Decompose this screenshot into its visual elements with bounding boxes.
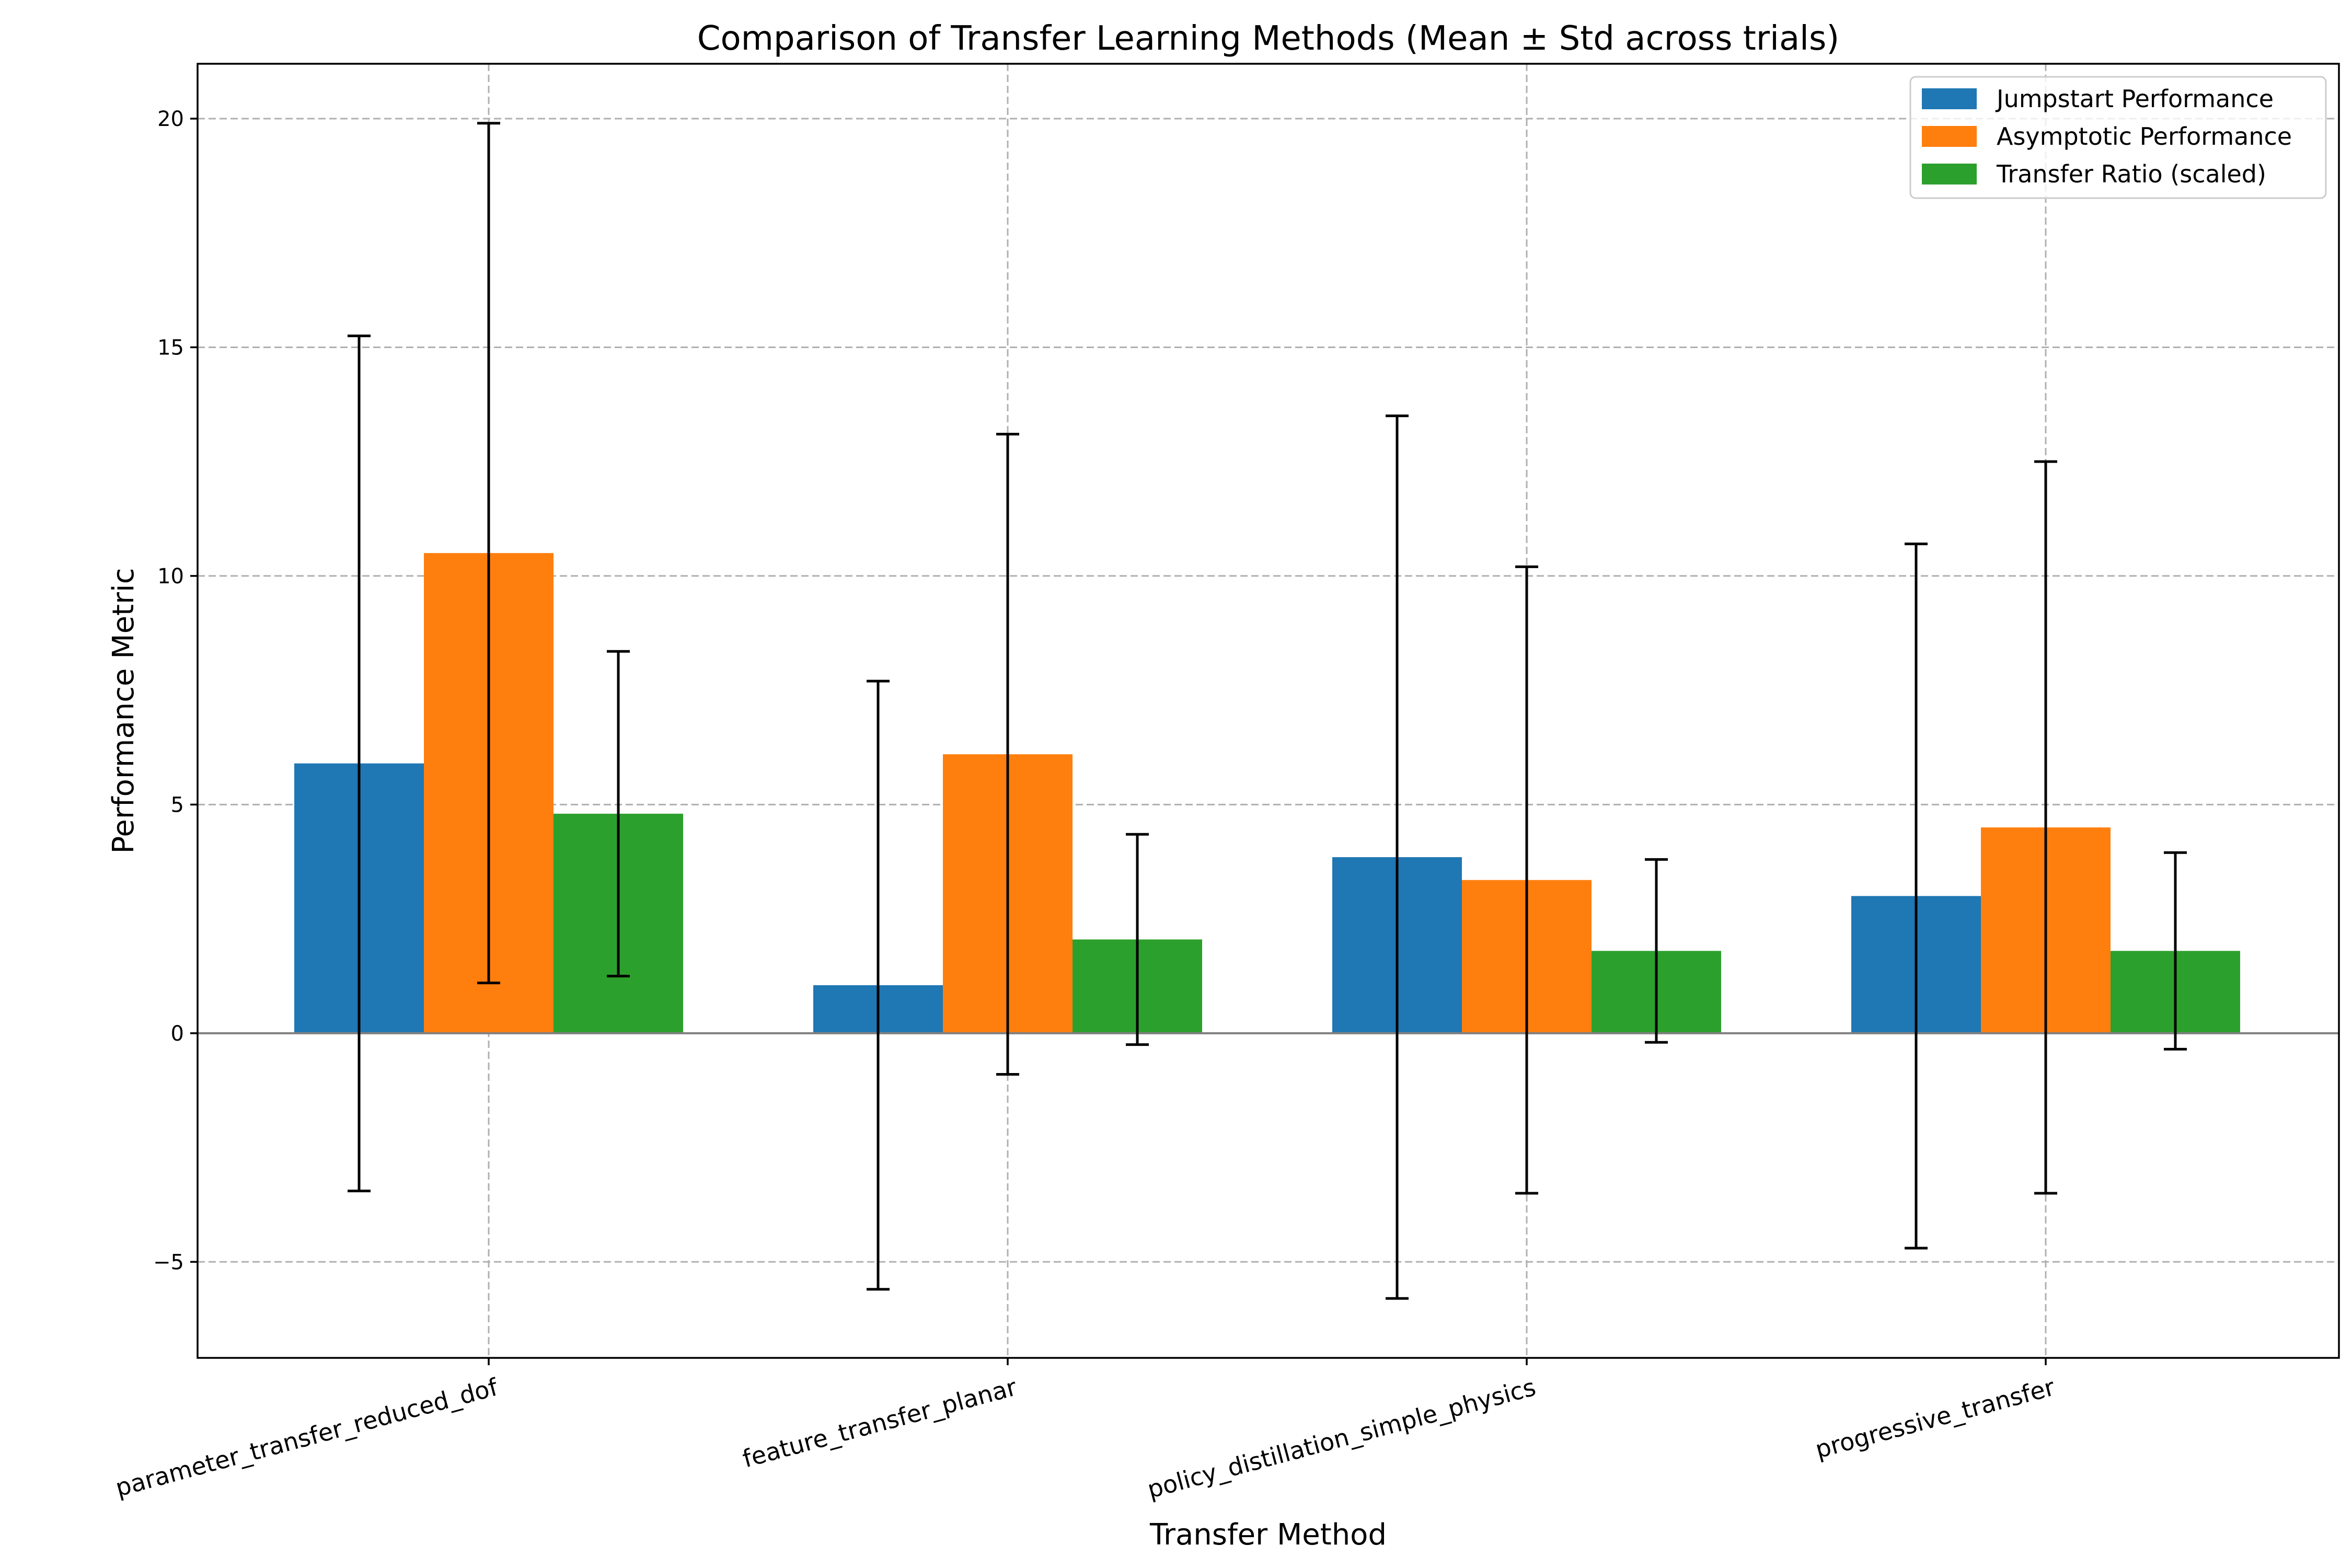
legend-entry: Transfer Ratio (scaled) bbox=[1996, 160, 2266, 188]
legend-swatch bbox=[1922, 126, 1977, 147]
bars bbox=[198, 553, 2339, 1034]
y-tick-label: 10 bbox=[157, 564, 184, 589]
y-tick-label: 0 bbox=[171, 1022, 184, 1046]
plot-area-frame bbox=[197, 63, 2340, 1359]
legend-swatch bbox=[1922, 164, 1977, 185]
y-axis-label: Performance Metric bbox=[107, 568, 141, 854]
chart-title: Comparison of Transfer Learning Methods … bbox=[697, 19, 1840, 58]
y-tick-label: 15 bbox=[157, 336, 184, 360]
legend: Jumpstart Performance Asymptotic Performa… bbox=[1909, 76, 2327, 199]
x-tick-label: feature_transfer_planar bbox=[740, 1373, 1020, 1473]
legend-swatch bbox=[1922, 88, 1977, 109]
y-tick-label: 5 bbox=[171, 793, 184, 817]
x-tick-label: policy_distillation_simple_physics bbox=[1145, 1373, 1539, 1504]
y-tick-label: 20 bbox=[157, 107, 184, 131]
x-tick-label: progressive_transfer bbox=[1812, 1373, 2058, 1463]
legend-entry: Asymptotic Performance bbox=[1997, 122, 2292, 151]
x-tick-label: parameter_transfer_reduced_dof bbox=[112, 1373, 501, 1502]
error-bars bbox=[348, 122, 2187, 1300]
x-axis-label: Transfer Method bbox=[1149, 1518, 1387, 1552]
y-tick-label: −5 bbox=[153, 1250, 184, 1274]
legend-entry: Jumpstart Performance bbox=[1995, 85, 2274, 113]
legend-frame bbox=[1909, 76, 2327, 199]
